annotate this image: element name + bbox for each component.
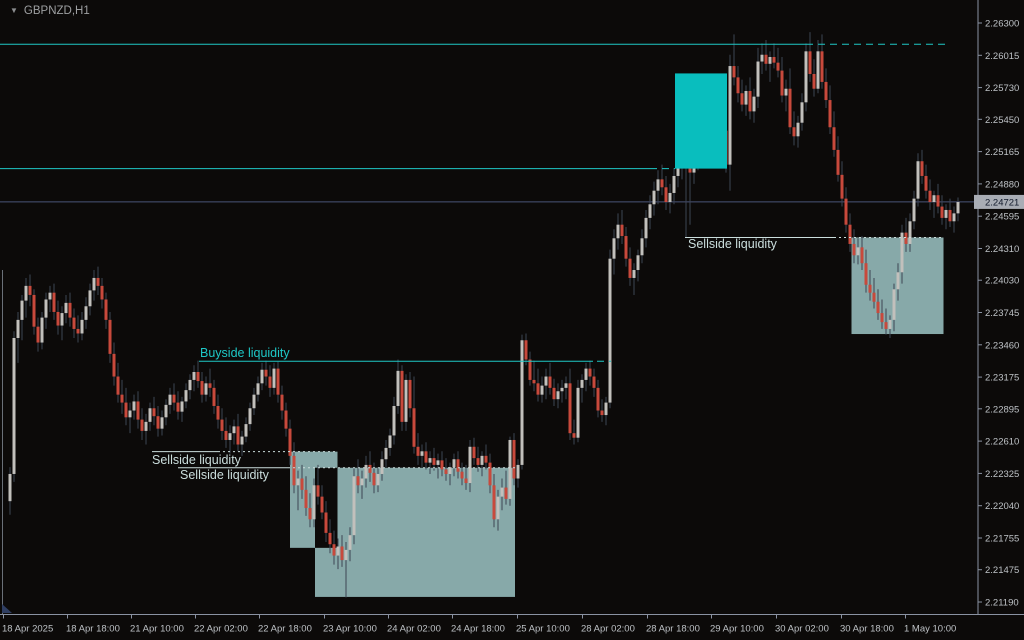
price-tick-label: 2.21755 bbox=[985, 533, 1019, 544]
price-tick-label: 2.23175 bbox=[985, 373, 1019, 384]
history-arrow-icon bbox=[2, 604, 12, 613]
demand-box-teal bbox=[675, 73, 727, 169]
time-tick-label: 18 Apr 18:00 bbox=[66, 624, 120, 635]
symbol-bar: ▼ GBPNZD,H1 bbox=[10, 4, 90, 18]
price-tick-label: 2.24595 bbox=[985, 212, 1019, 223]
price-tick-label: 2.23745 bbox=[985, 308, 1019, 319]
time-tick-label: 25 Apr 10:00 bbox=[516, 624, 570, 635]
liquidity-label: Buyside liquidity bbox=[200, 346, 290, 360]
liquidity-label: Sellside liquidity bbox=[180, 468, 270, 482]
liquidity-lines bbox=[0, 43, 946, 469]
time-tick-label: 22 Apr 02:00 bbox=[194, 624, 248, 635]
time-tick-label: 28 Apr 02:00 bbox=[581, 624, 635, 635]
price-tick-label: 2.22895 bbox=[985, 404, 1019, 415]
price-tick-label: 2.26300 bbox=[985, 19, 1019, 30]
current-price-label: 2.24721 bbox=[985, 197, 1019, 208]
price-tick-label: 2.26015 bbox=[985, 51, 1019, 62]
price-tick-label: 2.23460 bbox=[985, 340, 1019, 351]
price-tick-label: 2.25165 bbox=[985, 147, 1019, 158]
price-tick-label: 2.24310 bbox=[985, 244, 1019, 255]
time-tick-label: 22 Apr 18:00 bbox=[258, 624, 312, 635]
price-tick-label: 2.22325 bbox=[985, 469, 1019, 480]
time-tick-label: 28 Apr 18:00 bbox=[646, 624, 700, 635]
time-tick-label: 29 Apr 10:00 bbox=[710, 624, 764, 635]
time-tick-label: 24 Apr 18:00 bbox=[451, 624, 505, 635]
price-tick-label: 2.24880 bbox=[985, 179, 1019, 190]
time-tick-label: 30 Apr 18:00 bbox=[840, 624, 894, 635]
price-tick-label: 2.22040 bbox=[985, 501, 1019, 512]
liquidity-box-mid bbox=[315, 467, 515, 597]
time-tick-label: 24 Apr 02:00 bbox=[387, 624, 441, 635]
price-tick-label: 2.21475 bbox=[985, 565, 1019, 576]
time-axis[interactable]: 18 Apr 2025 18 Apr 18:00 21 Apr 10:00 22 Ap… bbox=[2, 614, 956, 635]
price-tick-label: 2.25450 bbox=[985, 115, 1019, 126]
price-tick-label: 2.21190 bbox=[985, 598, 1019, 609]
time-tick-label: 1 May 10:00 bbox=[904, 624, 956, 635]
liquidity-label: Sellside liquidity bbox=[152, 453, 242, 467]
price-axis[interactable]: 2.26300 2.26015 2.25730 2.25450 2.25165 2.248… bbox=[974, 19, 1024, 609]
price-tick-label: 2.24030 bbox=[985, 276, 1019, 287]
price-tick-label: 2.25730 bbox=[985, 83, 1019, 94]
time-tick-label: 21 Apr 10:00 bbox=[130, 624, 184, 635]
time-tick-label: 23 Apr 10:00 bbox=[323, 624, 377, 635]
liquidity-label: Sellside liquidity bbox=[688, 237, 778, 251]
symbol-dropdown-icon[interactable]: ▼ bbox=[10, 6, 18, 15]
price-tick-label: 2.22610 bbox=[985, 437, 1019, 448]
symbol-label: GBPNZD,H1 bbox=[23, 5, 90, 17]
time-tick-label: 30 Apr 02:00 bbox=[775, 624, 829, 635]
current-price-badge bbox=[974, 194, 1024, 209]
time-tick-label: 18 Apr 2025 bbox=[2, 624, 53, 635]
